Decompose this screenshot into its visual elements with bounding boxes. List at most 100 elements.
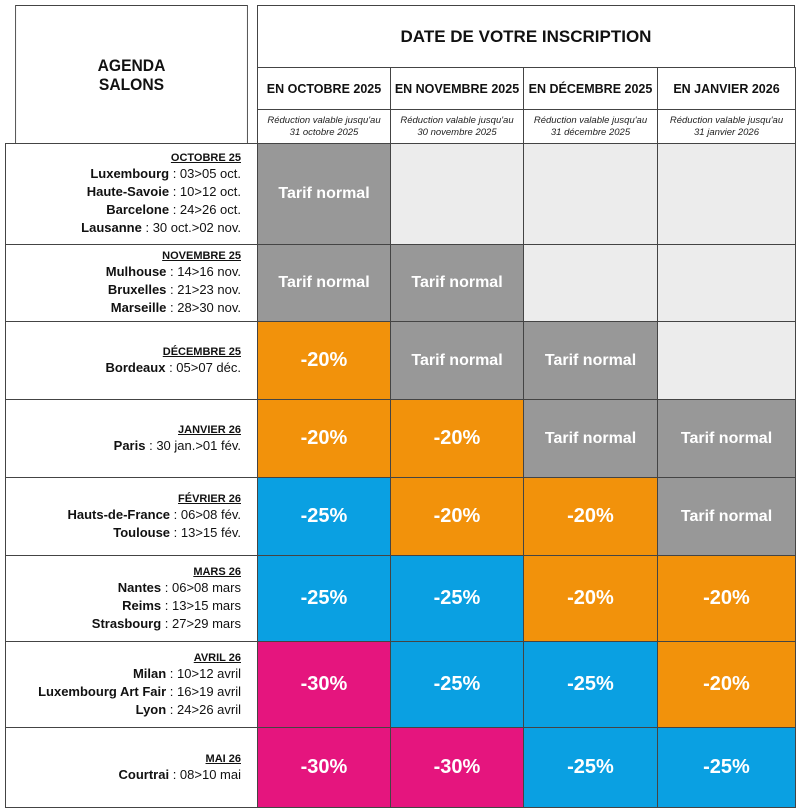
event-dates: 30 jan.>01 fév. bbox=[156, 437, 241, 453]
column-header: EN OCTOBRE 2025 bbox=[257, 67, 391, 110]
normal-rate-cell: Tarif normal bbox=[523, 321, 658, 400]
title-line-2: SALONS bbox=[98, 74, 165, 94]
month-label: NOVEMBRE 25 bbox=[162, 250, 241, 262]
event-dates: 08>10 mai bbox=[179, 766, 241, 782]
event-line: Strasbourg : 27>29 mars bbox=[91, 615, 241, 631]
show-schedule: OCTOBRE 25 Luxembourg : 03>05 oct. Haute-S… bbox=[5, 143, 258, 245]
event-line: Mulhouse : 14>16 nov. bbox=[105, 264, 241, 279]
note-date: 31 décembre 2025 bbox=[550, 126, 631, 138]
month-label: JANVIER 26 bbox=[178, 423, 241, 436]
event-city: Luxembourg bbox=[90, 166, 170, 181]
column-note: Réduction valable jusqu'au 31 janvier 202… bbox=[657, 109, 796, 144]
event-line: Toulouse : 13>15 fév. bbox=[113, 524, 241, 540]
event-line: Haute-Savoie : 10>12 oct. bbox=[86, 184, 241, 199]
empty-cell bbox=[657, 244, 796, 322]
event-city: Bruxelles bbox=[107, 282, 167, 297]
discount-cell: -20% bbox=[657, 641, 796, 728]
event-city: Haute-Savoie bbox=[86, 184, 170, 199]
event-line: Hauts-de-France : 06>08 fév. bbox=[67, 506, 241, 522]
note-date: 30 novembre 2025 bbox=[417, 126, 497, 138]
column-note: Réduction valable jusqu'au 31 octobre 202… bbox=[257, 109, 391, 144]
event-line: Luxembourg Art Fair : 16>19 avril bbox=[38, 683, 241, 699]
show-schedule: MARS 26 Nantes : 06>08 mars Reims : 13>15 … bbox=[5, 555, 258, 642]
show-schedule: AVRIL 26 Milan : 10>12 avril Luxembourg Ar… bbox=[5, 641, 258, 728]
note-line: Réduction valable jusqu'au bbox=[267, 114, 381, 126]
event-line: Luxembourg : 03>05 oct. bbox=[90, 166, 241, 181]
discount-cell: -30% bbox=[390, 727, 524, 808]
event-dates: 16>19 avril bbox=[177, 683, 241, 699]
event-city: Nantes bbox=[117, 579, 162, 595]
event-city: Hauts-de-France bbox=[67, 506, 171, 522]
discount-cell: -30% bbox=[257, 641, 391, 728]
event-city: Milan bbox=[132, 665, 167, 681]
event-dates: 13>15 mars bbox=[171, 597, 241, 613]
discount-cell: -25% bbox=[390, 555, 524, 642]
event-line: Bruxelles : 21>23 nov. bbox=[107, 282, 241, 297]
note-date: 31 janvier 2026 bbox=[694, 126, 759, 138]
column-note: Réduction valable jusqu'au 30 novembre 20… bbox=[390, 109, 524, 144]
discount-cell: -20% bbox=[523, 477, 658, 556]
event-line: Bordeaux : 05>07 déc. bbox=[105, 359, 241, 375]
event-line: Barcelone : 24>26 oct. bbox=[106, 202, 241, 217]
event-city: Courtrai bbox=[118, 766, 170, 782]
event-dates: 14>16 nov. bbox=[177, 264, 241, 279]
event-dates: 05>07 déc. bbox=[176, 359, 241, 375]
event-line: Nantes : 06>08 mars bbox=[117, 579, 241, 595]
discount-cell: -25% bbox=[257, 477, 391, 556]
month-label: MARS 26 bbox=[193, 565, 241, 578]
event-city: Paris bbox=[113, 437, 146, 453]
event-city: Marseille bbox=[110, 300, 167, 315]
event-dates: 24>26 avril bbox=[177, 701, 241, 717]
discount-cell: -20% bbox=[523, 555, 658, 642]
column-header: EN DÉCEMBRE 2025 bbox=[523, 67, 658, 110]
discount-cell: -30% bbox=[257, 727, 391, 808]
show-schedule: NOVEMBRE 25 Mulhouse : 14>16 nov. Bruxelle… bbox=[5, 244, 258, 322]
event-city: Mulhouse bbox=[105, 264, 167, 279]
event-line: Courtrai : 08>10 mai bbox=[118, 766, 241, 782]
event-city: Toulouse bbox=[113, 524, 171, 540]
event-dates: 21>23 nov. bbox=[177, 282, 241, 297]
event-dates: 13>15 fév. bbox=[180, 524, 241, 540]
discount-cell: -25% bbox=[657, 727, 796, 808]
discount-cell: -25% bbox=[523, 727, 658, 808]
column-note: Réduction valable jusqu'au 31 décembre 20… bbox=[523, 109, 658, 144]
normal-rate-cell: Tarif normal bbox=[657, 477, 796, 556]
normal-rate-cell: Tarif normal bbox=[657, 399, 796, 478]
discount-cell: -20% bbox=[657, 555, 796, 642]
event-line: Lyon : 24>26 avril bbox=[135, 701, 241, 717]
empty-cell bbox=[390, 143, 524, 245]
note-line: Réduction valable jusqu'au bbox=[669, 114, 784, 126]
normal-rate-cell: Tarif normal bbox=[390, 244, 524, 322]
discount-cell: -25% bbox=[390, 641, 524, 728]
event-dates: 10>12 oct. bbox=[179, 184, 241, 199]
event-line: Lausanne : 30 oct.>02 nov. bbox=[81, 220, 241, 235]
empty-cell bbox=[523, 244, 658, 322]
event-city: Lausanne bbox=[81, 220, 142, 235]
event-line: Reims : 13>15 mars bbox=[122, 597, 241, 613]
month-label: AVRIL 26 bbox=[193, 651, 241, 664]
discount-cell: -25% bbox=[523, 641, 658, 728]
normal-rate-cell: Tarif normal bbox=[257, 244, 391, 322]
discount-cell: -20% bbox=[257, 321, 391, 400]
show-schedule: JANVIER 26 Paris : 30 jan.>01 fév. bbox=[5, 399, 258, 478]
event-city: Strasbourg bbox=[91, 615, 162, 631]
event-line: Paris : 30 jan.>01 fév. bbox=[113, 437, 241, 453]
show-schedule: MAI 26 Courtrai : 08>10 mai bbox=[5, 727, 258, 808]
event-dates: 10>12 avril bbox=[177, 665, 241, 681]
month-label: DÉCEMBRE 25 bbox=[162, 345, 241, 358]
note-line: Réduction valable jusqu'au bbox=[533, 114, 648, 126]
event-dates: 03>05 oct. bbox=[179, 166, 241, 181]
discount-cell: -25% bbox=[257, 555, 391, 642]
discount-cell: -20% bbox=[257, 399, 391, 478]
month-label: OCTOBRE 25 bbox=[170, 152, 241, 164]
event-dates: 28>30 nov. bbox=[177, 300, 241, 315]
note-line: Réduction valable jusqu'au bbox=[400, 114, 514, 126]
event-dates: 27>29 mars bbox=[171, 615, 241, 631]
event-city: Reims bbox=[122, 597, 162, 613]
empty-cell bbox=[657, 321, 796, 400]
title-line-1: AGENDA bbox=[97, 55, 166, 75]
event-dates: 06>08 fév. bbox=[180, 506, 241, 522]
show-schedule: DÉCEMBRE 25 Bordeaux : 05>07 déc. bbox=[5, 321, 258, 400]
event-line: Milan : 10>12 avril bbox=[132, 665, 241, 681]
